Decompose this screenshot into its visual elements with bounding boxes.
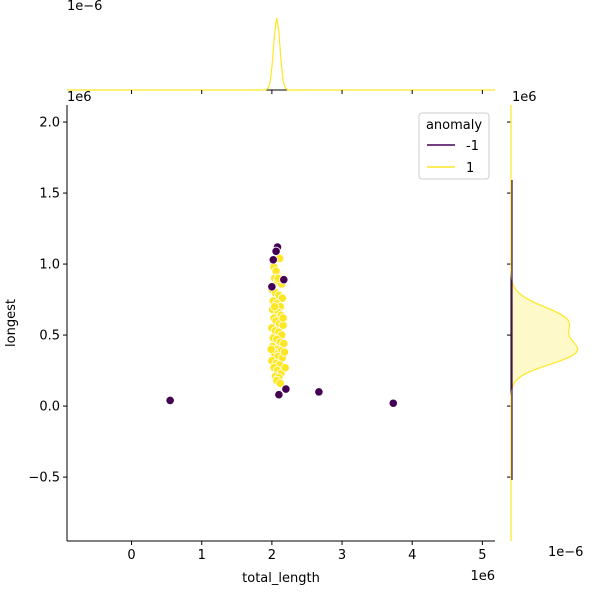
point-anomaly--1-6 [281,384,291,394]
x-scale-label: 1e6 [470,569,495,584]
point-anomaly--1-5 [279,275,289,285]
x-tick-label-5: 5 [478,548,486,563]
legend: anomaly -1 1 [418,112,490,180]
point-anomaly-1-48 [270,302,280,312]
y-scale-label: 1e6 [67,90,92,105]
main-plot: 0 1 2 3 4 5 −0.5 0.0 0.5 1.0 1.5 2.0 1e6 1e6 total… [4,90,511,586]
scatter-points [165,242,398,408]
right-marginal-top-scale-label: 1e6 [512,90,537,105]
point-anomaly--1-7 [274,390,284,400]
point-anomaly-1-9 [277,293,288,303]
y-ticks: −0.5 0.0 0.5 1.0 1.5 2.0 [28,116,511,486]
point-anomaly--1-8 [314,387,324,397]
point-anomaly-1-46 [266,344,276,354]
y-tick-label-1: 0.0 [39,400,60,415]
right-marginal-kde-curve-1 [510,105,579,541]
right-marginal-kde-fill-1 [511,105,578,541]
point-anomaly-1-47 [278,313,288,323]
point-anomaly--1-4 [267,282,277,292]
right-marginal: 1e6 1e−6 [510,90,583,560]
point-anomaly--1-2 [271,246,281,256]
point-anomaly-1-45 [280,363,290,373]
point-anomaly-1-43 [275,378,285,388]
point-anomaly--1-9 [388,398,398,408]
x-tick-label-1: 1 [198,548,206,563]
x-ticks: 0 1 2 3 4 5 [127,90,487,563]
top-marginal-kde-curve-1 [67,17,495,91]
legend-title: anomaly [426,118,482,133]
y-tick-label-0: −0.5 [28,471,60,486]
y-tick-label-3: 1.0 [39,258,60,273]
top-marginal: 1e−6 [67,0,495,91]
top-marginal-scale-label: 1e−6 [67,0,102,14]
point-anomaly-1-44 [279,347,290,357]
y-tick-label-2: 0.5 [39,329,60,344]
right-marginal-scale-label: 1e−6 [548,545,583,560]
legend-entry-0: -1 [466,139,479,154]
legend-entry-1: 1 [466,161,474,176]
x-tick-label-3: 3 [338,548,346,563]
x-tick-label-4: 4 [408,548,416,563]
x-axis-label: total_length [242,571,320,586]
y-tick-label-5: 2.0 [39,116,60,131]
y-tick-label-4: 1.5 [39,187,60,202]
legend-box [418,112,490,180]
x-tick-label-2: 2 [268,548,276,563]
x-tick-label-0: 0 [127,548,135,563]
point-anomaly--1-3 [268,255,278,265]
point-anomaly--1-0 [165,395,175,406]
y-axis-label: longest [4,299,19,347]
